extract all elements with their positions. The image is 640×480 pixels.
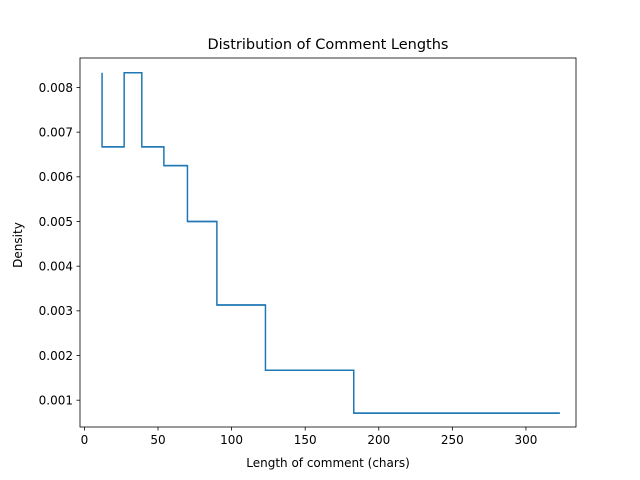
x-tick-label: 250 bbox=[441, 433, 464, 447]
y-tick-label: 0.007 bbox=[39, 125, 73, 139]
plot-area: 0 50 100 150 200 250 300 0.001 0.002 0.003 0.004 0.… bbox=[39, 57, 577, 447]
x-tick-label: 200 bbox=[367, 433, 390, 447]
y-tick-label: 0.003 bbox=[39, 304, 73, 318]
y-tick-label: 0.006 bbox=[39, 170, 73, 184]
y-axis-label: Density bbox=[11, 222, 25, 268]
x-tick-label: 100 bbox=[220, 433, 243, 447]
y-tick-label: 0.005 bbox=[39, 215, 73, 229]
x-tick-label: 300 bbox=[515, 433, 538, 447]
x-tick-label: 50 bbox=[150, 433, 165, 447]
y-tick-label: 0.002 bbox=[39, 349, 73, 363]
density-series-outline bbox=[101, 71, 560, 414]
x-axis-label: Length of comment (chars) bbox=[246, 456, 410, 470]
y-tick-label: 0.004 bbox=[39, 259, 73, 273]
x-tick-label: 0 bbox=[81, 433, 89, 447]
y-tick-label: 0.001 bbox=[39, 393, 73, 407]
y-tick-label: 0.008 bbox=[39, 81, 73, 95]
x-tick-label: 150 bbox=[294, 433, 317, 447]
chart-title: Distribution of Comment Lengths bbox=[207, 37, 448, 53]
plot-frame bbox=[79, 57, 577, 428]
